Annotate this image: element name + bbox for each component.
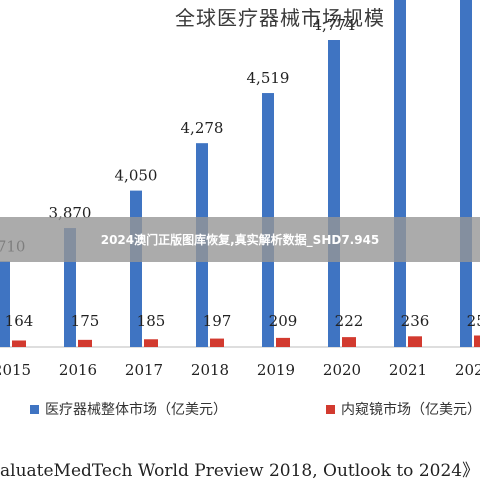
bar-endoscope-2016: [78, 339, 92, 347]
bar-endoscope-2019: [276, 337, 290, 347]
legend-item-endoscope-market: 内窥镜市场（亿美元）: [326, 399, 480, 419]
watermark-text: 2024澳门正版图库恢复,真实解析数据_SHD7.945: [100, 233, 380, 247]
x-tick-label-2021: 2021: [389, 361, 427, 379]
bar-overall-2015: [0, 261, 10, 347]
data-label-overall-2020: 4,774: [313, 16, 356, 34]
data-label-endoscope-2022: 250: [467, 312, 480, 330]
legend-label-overall: 医疗器械整体市场（亿美元）: [45, 402, 227, 418]
data-label-overall-2017: 4,050: [115, 167, 158, 185]
bar-overall-2022: [460, 0, 472, 347]
legend-swatch-overall: [30, 404, 39, 414]
x-tick-label-2015: 2015: [0, 361, 31, 379]
data-label-endoscope-2021: 236: [401, 312, 430, 330]
x-tick-label-2020: 2020: [323, 361, 361, 379]
data-label-endoscope-2018: 197: [203, 312, 232, 330]
data-label-endoscope-2015: 164: [5, 312, 34, 330]
chart-title: 全球医疗器械市场规模: [175, 6, 385, 30]
chart-legend: 医疗器械整体市场（亿美元） 内窥镜市场（亿美元）: [0, 399, 480, 421]
x-tick-label-2019: 2019: [257, 361, 295, 379]
data-label-endoscope-2019: 209: [269, 312, 298, 330]
data-label-overall-2018: 4,278: [181, 119, 224, 137]
data-label-endoscope-2016: 175: [71, 312, 100, 330]
x-tick-label-2016: 2016: [59, 361, 97, 379]
data-label-endoscope-2020: 222: [335, 312, 364, 330]
bar-endoscope-2022: [474, 335, 480, 347]
legend-label-endoscope: 内窥镜市场（亿美元）: [341, 402, 480, 418]
bar-endoscope-2021: [408, 336, 422, 347]
bar-endoscope-2018: [210, 338, 224, 347]
x-tick-label-2018: 2018: [191, 361, 229, 379]
bar-endoscope-2017: [144, 339, 158, 347]
source-note: EvaluateMedTech World Preview 2018, Outl…: [0, 461, 480, 480]
legend-swatch-endoscope: [326, 404, 335, 414]
bar-endoscope-2015: [12, 340, 26, 347]
bar-overall-2021: [394, 0, 406, 347]
data-label-endoscope-2017: 185: [137, 312, 166, 330]
bar-endoscope-2020: [342, 337, 356, 347]
data-label-overall-2019: 4,519: [247, 69, 290, 87]
watermark-banner: 2024澳门正版图库恢复,真实解析数据_SHD7.945: [0, 217, 480, 262]
bar-overall-2020: [328, 40, 340, 348]
x-tick-label-2017: 2017: [125, 361, 163, 379]
x-tick-label-2022: 2022: [455, 361, 480, 379]
legend-item-overall-market: 医疗器械整体市场（亿美元）: [30, 399, 227, 419]
